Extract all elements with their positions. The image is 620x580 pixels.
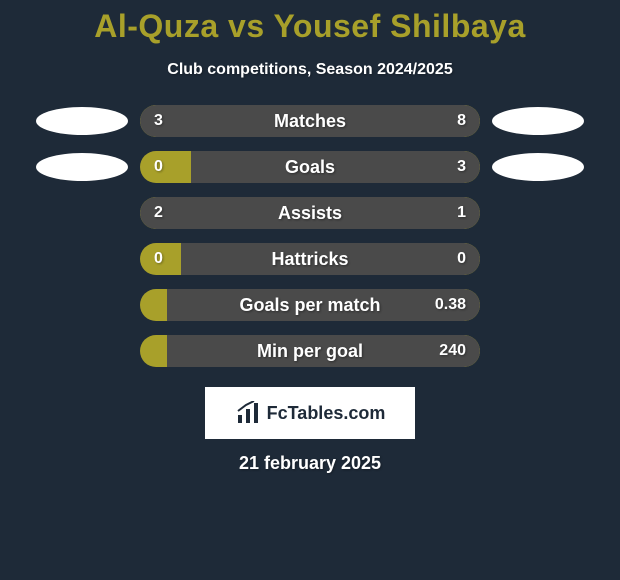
stat-row: 21Assists — [0, 197, 620, 229]
player-marker-left — [36, 153, 128, 181]
stat-value-left: 0 — [154, 151, 163, 183]
bar-fill-right — [181, 243, 480, 275]
stat-bar: 38Matches — [140, 105, 480, 137]
player-marker-right — [492, 153, 584, 181]
stat-bar: 240Min per goal — [140, 335, 480, 367]
player-marker-left — [36, 107, 128, 135]
comparison-infographic: Al-Quza vs Yousef Shilbaya Club competit… — [0, 0, 620, 580]
brand-footer: FcTables.com — [205, 387, 415, 439]
bar-fill-right — [368, 197, 480, 229]
stats-list: 38Matches 03Goals 21Assists 00Hattricks 0.38… — [0, 105, 620, 367]
stat-value-left: 0 — [154, 243, 163, 275]
date-text: 21 february 2025 — [0, 453, 620, 474]
stat-row: 03Goals — [0, 151, 620, 183]
bar-fill-left — [140, 197, 368, 229]
subtitle-text: Club competitions, Season 2024/2025 — [0, 61, 620, 79]
stat-bar: 03Goals — [140, 151, 480, 183]
bar-fill-right — [232, 105, 480, 137]
brand-logo-icon — [235, 400, 261, 426]
brand-text: FcTables.com — [267, 403, 386, 424]
stat-row: 38Matches — [0, 105, 620, 137]
player-marker-right — [492, 107, 584, 135]
stat-bar: 00Hattricks — [140, 243, 480, 275]
stat-bar: 0.38Goals per match — [140, 289, 480, 321]
stat-row: 00Hattricks — [0, 243, 620, 275]
stat-row: 0.38Goals per match — [0, 289, 620, 321]
page-title: Al-Quza vs Yousef Shilbaya — [0, 8, 620, 45]
stat-bar: 21Assists — [140, 197, 480, 229]
bar-fill-left — [140, 105, 232, 137]
bar-fill-right — [167, 335, 480, 367]
bar-fill-right — [167, 289, 480, 321]
stat-row: 240Min per goal — [0, 335, 620, 367]
bar-fill-right — [191, 151, 480, 183]
